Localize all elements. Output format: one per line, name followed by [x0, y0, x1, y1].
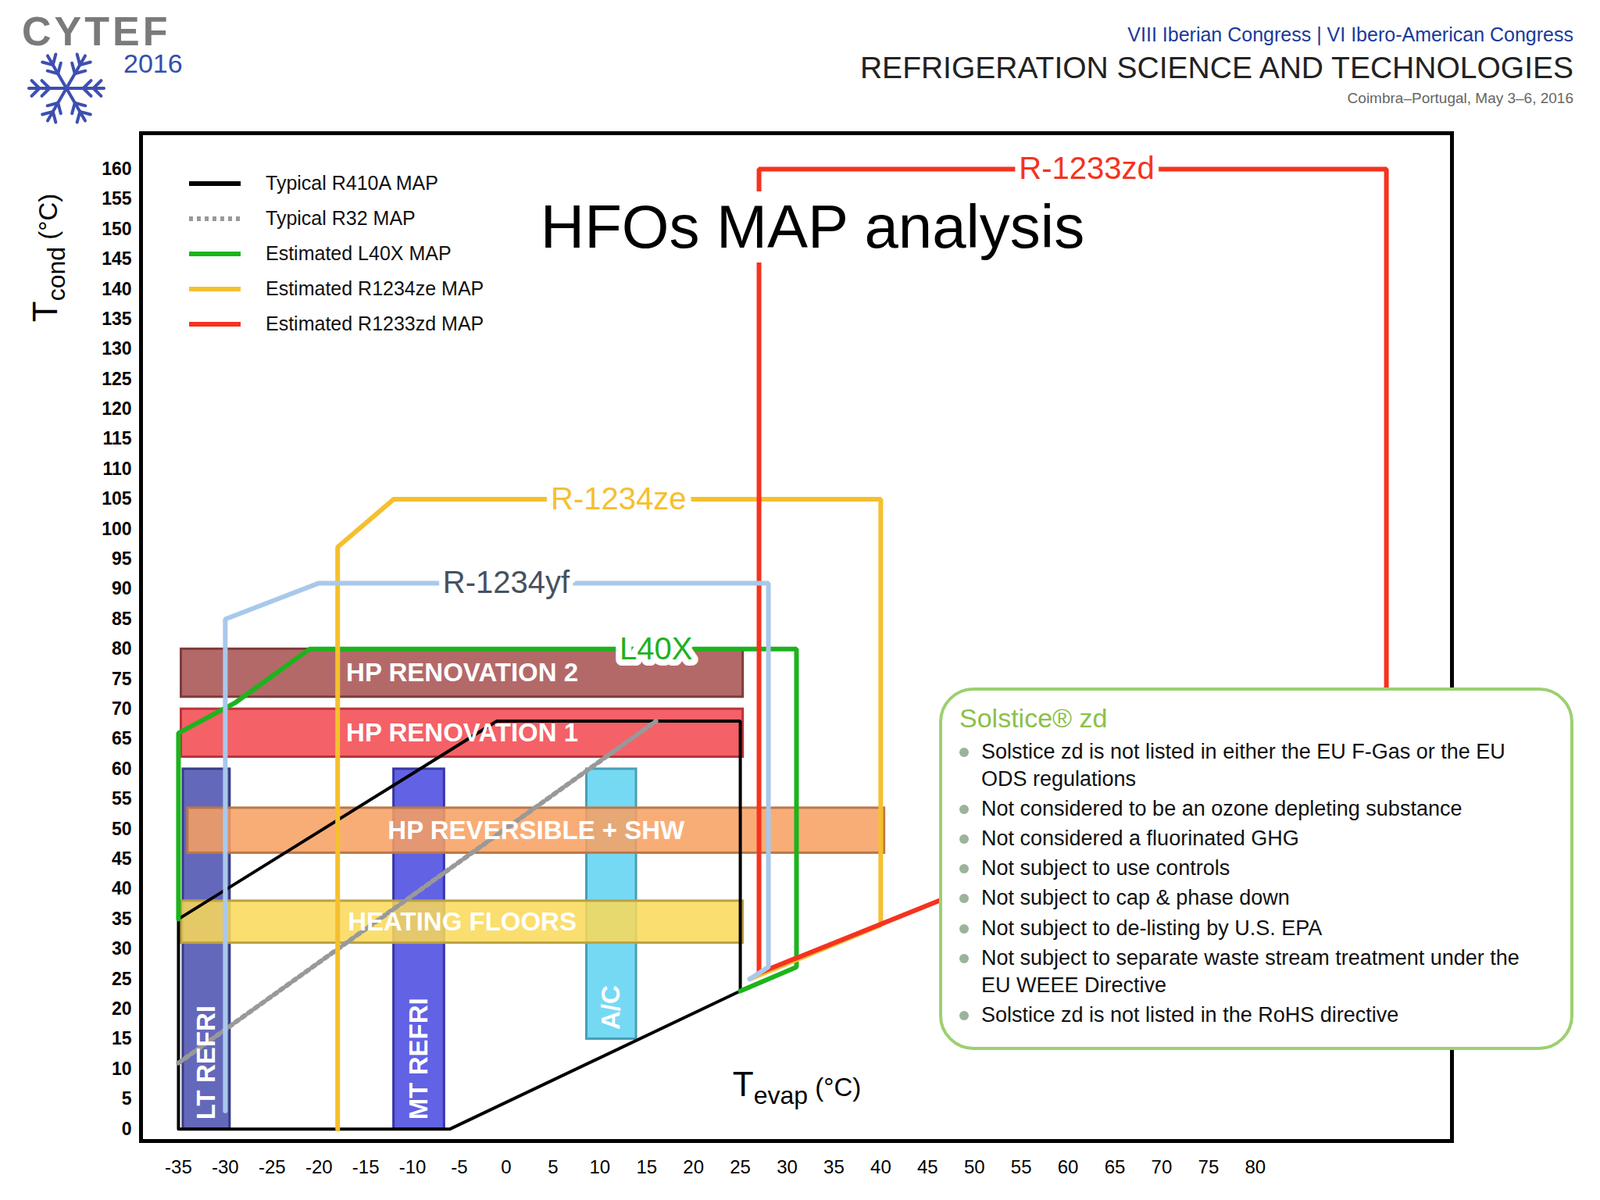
- svg-text:105: 105: [101, 488, 133, 509]
- svg-text:A/C: A/C: [596, 985, 625, 1030]
- html-text:Not subject to de-listing by U: Not subject to de-listing by U.S. EPA: [981, 916, 1323, 940]
- html-text:Not subject to cap & phase dow: Not subject to cap & phase down: [981, 886, 1290, 910]
- svg-text:R-1234ze: R-1234ze: [550, 481, 686, 516]
- svg-text:MT REFRI: MT REFRI: [403, 997, 433, 1120]
- svg-text:20: 20: [111, 998, 133, 1019]
- svg-text:-10: -10: [399, 1156, 427, 1178]
- svg-text:70: 70: [1151, 1156, 1173, 1178]
- svg-text:15: 15: [635, 1156, 658, 1178]
- svg-text:30: 30: [776, 1156, 798, 1178]
- svg-text:135: 135: [101, 308, 133, 329]
- svg-text:35: 35: [823, 1156, 845, 1178]
- svg-text:5: 5: [547, 1156, 558, 1178]
- svg-text:120: 120: [101, 398, 132, 419]
- svg-text:-20: -20: [305, 1156, 333, 1178]
- svg-text:45: 45: [111, 848, 133, 869]
- svg-text:HP RENOVATION 2: HP RENOVATION 2: [346, 657, 579, 687]
- svg-text:65: 65: [1104, 1156, 1126, 1178]
- svg-text:125: 125: [101, 368, 133, 390]
- html-text:cond: cond: [42, 246, 71, 302]
- html-text:T: T: [25, 301, 65, 323]
- html-text:Estimated L40X MAP: Estimated L40X MAP: [265, 242, 452, 265]
- svg-text:65: 65: [111, 728, 133, 749]
- html-text:Solstice zd is not listed in t: Solstice zd is not listed in the RoHS di…: [981, 1002, 1399, 1027]
- svg-text:115: 115: [102, 428, 132, 449]
- svg-text:25: 25: [111, 968, 133, 990]
- svg-text:0: 0: [500, 1156, 511, 1178]
- svg-text:145: 145: [101, 248, 133, 269]
- svg-text:75: 75: [1198, 1156, 1220, 1178]
- svg-text:60: 60: [111, 758, 133, 779]
- html-text:Coimbra–Portugal, May 3–6, 201: Coimbra–Portugal, May 3–6, 2016: [1347, 89, 1574, 107]
- svg-text:80: 80: [1244, 1156, 1266, 1178]
- html-text:Not subject to use controls: Not subject to use controls: [981, 856, 1230, 880]
- svg-text:55: 55: [1010, 1156, 1033, 1178]
- html-text:VIII Iberian Congress | VI Ibe: VIII Iberian Congress | VI Ibero-America…: [1127, 23, 1574, 46]
- svg-text:0: 0: [121, 1118, 133, 1140]
- html-text:Not considered a fluorinated G: Not considered a fluorinated GHG: [981, 826, 1299, 851]
- svg-text:25: 25: [729, 1156, 751, 1178]
- html-text:2016: 2016: [123, 48, 183, 79]
- svg-text:95: 95: [111, 548, 133, 569]
- svg-text:80: 80: [111, 638, 133, 659]
- svg-text:60: 60: [1057, 1156, 1079, 1178]
- svg-text:85: 85: [111, 608, 133, 629]
- svg-text:R-1233zd: R-1233zd: [1018, 150, 1154, 186]
- svg-text:75: 75: [111, 668, 133, 690]
- svg-text:40: 40: [870, 1156, 892, 1178]
- svg-text:50: 50: [964, 1156, 986, 1178]
- html-text:Estimated R1233zd MAP: Estimated R1233zd MAP: [265, 312, 484, 335]
- html-text:Typical R32 MAP: Typical R32 MAP: [265, 207, 416, 229]
- html-text:Solstice® zd: Solstice® zd: [959, 703, 1108, 733]
- html-text:Solstice zd is not listed in e: Solstice zd is not listed in either the …: [981, 739, 1506, 791]
- svg-text:HP REVERSIBLE + SHW: HP REVERSIBLE + SHW: [387, 815, 686, 845]
- svg-text:55: 55: [111, 788, 133, 809]
- svg-text:140: 140: [101, 278, 132, 300]
- svg-text:R-1234yf: R-1234yf: [442, 564, 571, 600]
- svg-text:-15: -15: [352, 1156, 380, 1178]
- html-text:Estimated R1234ze MAP: Estimated R1234ze MAP: [265, 277, 484, 300]
- svg-text:45: 45: [917, 1156, 939, 1178]
- svg-text:-35: -35: [164, 1156, 193, 1178]
- svg-text:155: 155: [101, 188, 133, 209]
- html-text:REFRIGERATION SCIENCE AND TECH: REFRIGERATION SCIENCE AND TECHNOLOGIES: [860, 50, 1574, 85]
- svg-text:L40X: L40X: [619, 631, 693, 666]
- svg-text:150: 150: [101, 218, 132, 240]
- svg-text:LT REFRI: LT REFRI: [191, 1005, 221, 1120]
- svg-text:-30: -30: [211, 1156, 240, 1178]
- svg-text:5: 5: [121, 1088, 133, 1109]
- svg-text:15: 15: [111, 1028, 133, 1049]
- html-text:CYTEF: CYTEF: [21, 8, 171, 54]
- svg-text:30: 30: [111, 938, 133, 959]
- svg-text:35: 35: [111, 908, 133, 929]
- html-text:Typical R410A MAP: Typical R410A MAP: [265, 171, 439, 194]
- svg-text:160: 160: [101, 158, 132, 179]
- svg-text:HP RENOVATION 1: HP RENOVATION 1: [346, 717, 579, 747]
- svg-text:20: 20: [682, 1156, 704, 1178]
- html-text:Not subject to separate waste: Not subject to separate waste stream tre…: [981, 945, 1520, 997]
- html-text:Tevap(°C): Tevap(°C): [732, 1064, 862, 1110]
- html-text:Not considered to be an ozone: Not considered to be an ozone depleting …: [981, 797, 1463, 821]
- svg-text:70: 70: [111, 698, 133, 719]
- svg-text:110: 110: [102, 458, 132, 479]
- svg-text:-25: -25: [258, 1156, 286, 1178]
- svg-text:40: 40: [111, 878, 133, 899]
- svg-text:130: 130: [101, 338, 132, 359]
- svg-text:HEATING FLOORS: HEATING FLOORS: [347, 907, 577, 936]
- html-text:(°C): (°C): [33, 193, 63, 247]
- svg-text:10: 10: [589, 1156, 611, 1178]
- svg-text:90: 90: [111, 578, 133, 599]
- html-text:HFOs MAP analysis: HFOs MAP analysis: [540, 192, 1085, 261]
- svg-text:50: 50: [111, 818, 133, 840]
- svg-text:-5: -5: [450, 1156, 468, 1178]
- svg-text:100: 100: [101, 518, 132, 540]
- svg-text:10: 10: [111, 1058, 133, 1079]
